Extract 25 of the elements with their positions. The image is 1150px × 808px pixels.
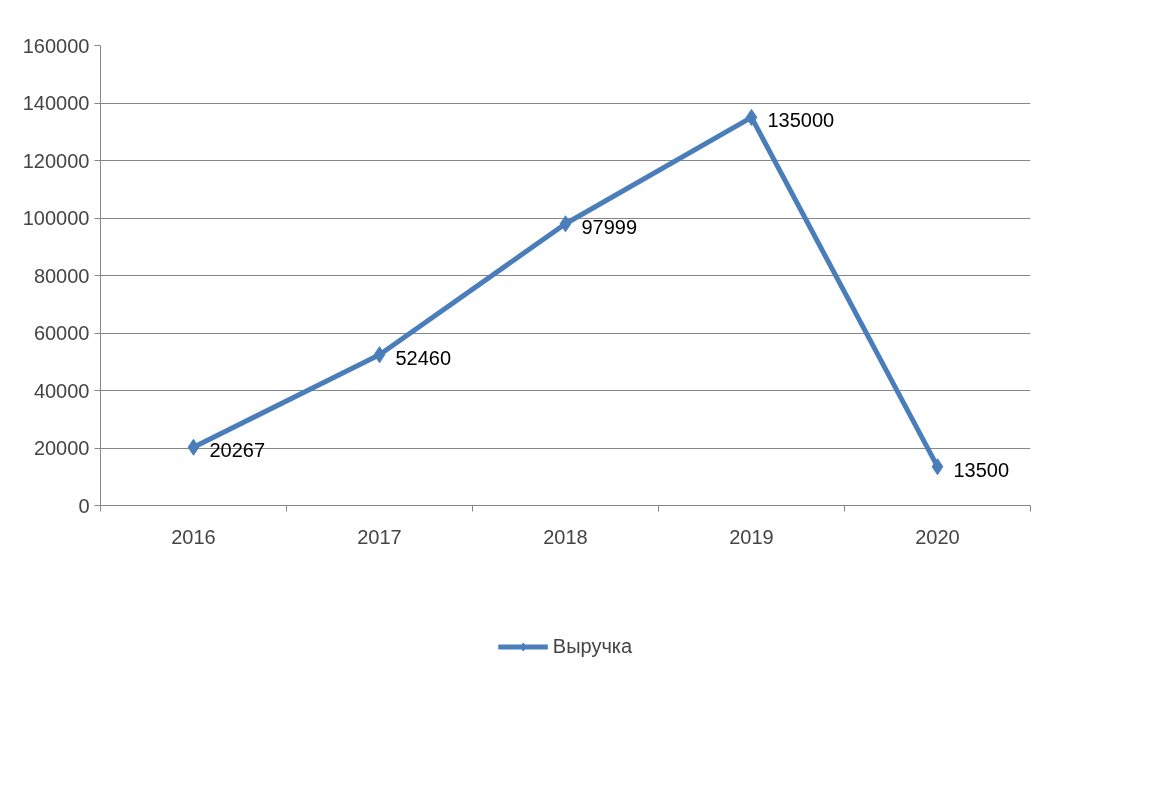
point <box>187 438 200 456</box>
point <box>559 215 572 233</box>
y-tick-label: 140000 <box>22 92 90 114</box>
y-tick-label: 60000 <box>33 322 90 344</box>
point <box>931 458 944 476</box>
x-tick-label: 2020 <box>915 525 960 548</box>
y-tick-label: 80000 <box>33 264 90 287</box>
y-tick-label: 40000 <box>33 379 90 402</box>
data-label: 20267 <box>209 439 266 462</box>
y-tick-label: 120000 <box>22 149 90 172</box>
x-tick-label: 2016 <box>171 525 216 548</box>
x-tick-label: 2019 <box>729 525 774 548</box>
x-tick-label: 2018 <box>543 525 588 548</box>
data-label: 135000 <box>767 109 835 132</box>
y-tick-label: 0 <box>78 494 90 517</box>
point <box>745 108 758 126</box>
data-label: 97999 <box>581 215 638 238</box>
y-tick-label: 100000 <box>22 207 90 229</box>
x-tick-label: 2017 <box>357 525 402 548</box>
data-label: 52460 <box>395 346 452 369</box>
y-tick-label: 20000 <box>33 437 90 459</box>
y-tick-label: 160000 <box>22 34 90 57</box>
legend-label: Выручка <box>552 634 633 658</box>
data-label: 13500 <box>953 458 1010 481</box>
point <box>373 346 386 364</box>
